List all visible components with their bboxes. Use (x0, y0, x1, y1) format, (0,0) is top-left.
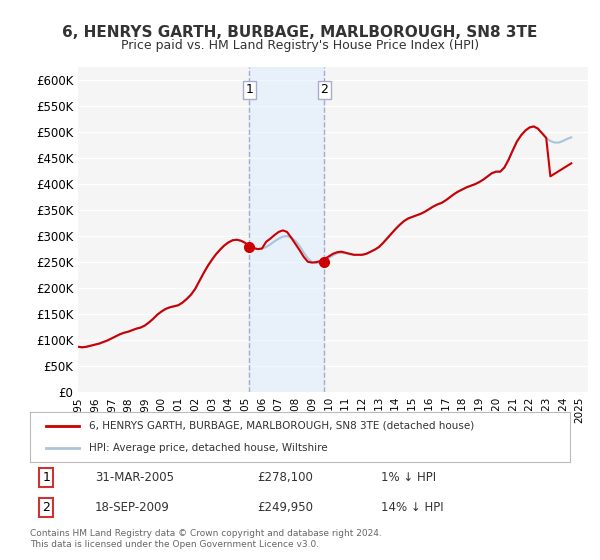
Text: 2: 2 (320, 83, 328, 96)
Text: HPI: Average price, detached house, Wiltshire: HPI: Average price, detached house, Wilt… (89, 443, 328, 453)
Text: 14% ↓ HPI: 14% ↓ HPI (381, 501, 443, 514)
Text: 1% ↓ HPI: 1% ↓ HPI (381, 471, 436, 484)
Text: 18-SEP-2009: 18-SEP-2009 (95, 501, 170, 514)
Text: 1: 1 (42, 471, 50, 484)
Text: 1: 1 (245, 83, 253, 96)
Text: 6, HENRYS GARTH, BURBAGE, MARLBOROUGH, SN8 3TE: 6, HENRYS GARTH, BURBAGE, MARLBOROUGH, S… (62, 25, 538, 40)
Text: 31-MAR-2005: 31-MAR-2005 (95, 471, 174, 484)
Text: 2: 2 (42, 501, 50, 514)
Bar (250, 67, 324, 392)
Text: Contains HM Land Registry data © Crown copyright and database right 2024.
This d: Contains HM Land Registry data © Crown c… (30, 529, 382, 549)
Text: 6, HENRYS GARTH, BURBAGE, MARLBOROUGH, SN8 3TE (detached house): 6, HENRYS GARTH, BURBAGE, MARLBOROUGH, S… (89, 421, 475, 431)
Text: £278,100: £278,100 (257, 471, 313, 484)
Text: £249,950: £249,950 (257, 501, 313, 514)
Text: Price paid vs. HM Land Registry's House Price Index (HPI): Price paid vs. HM Land Registry's House … (121, 39, 479, 52)
